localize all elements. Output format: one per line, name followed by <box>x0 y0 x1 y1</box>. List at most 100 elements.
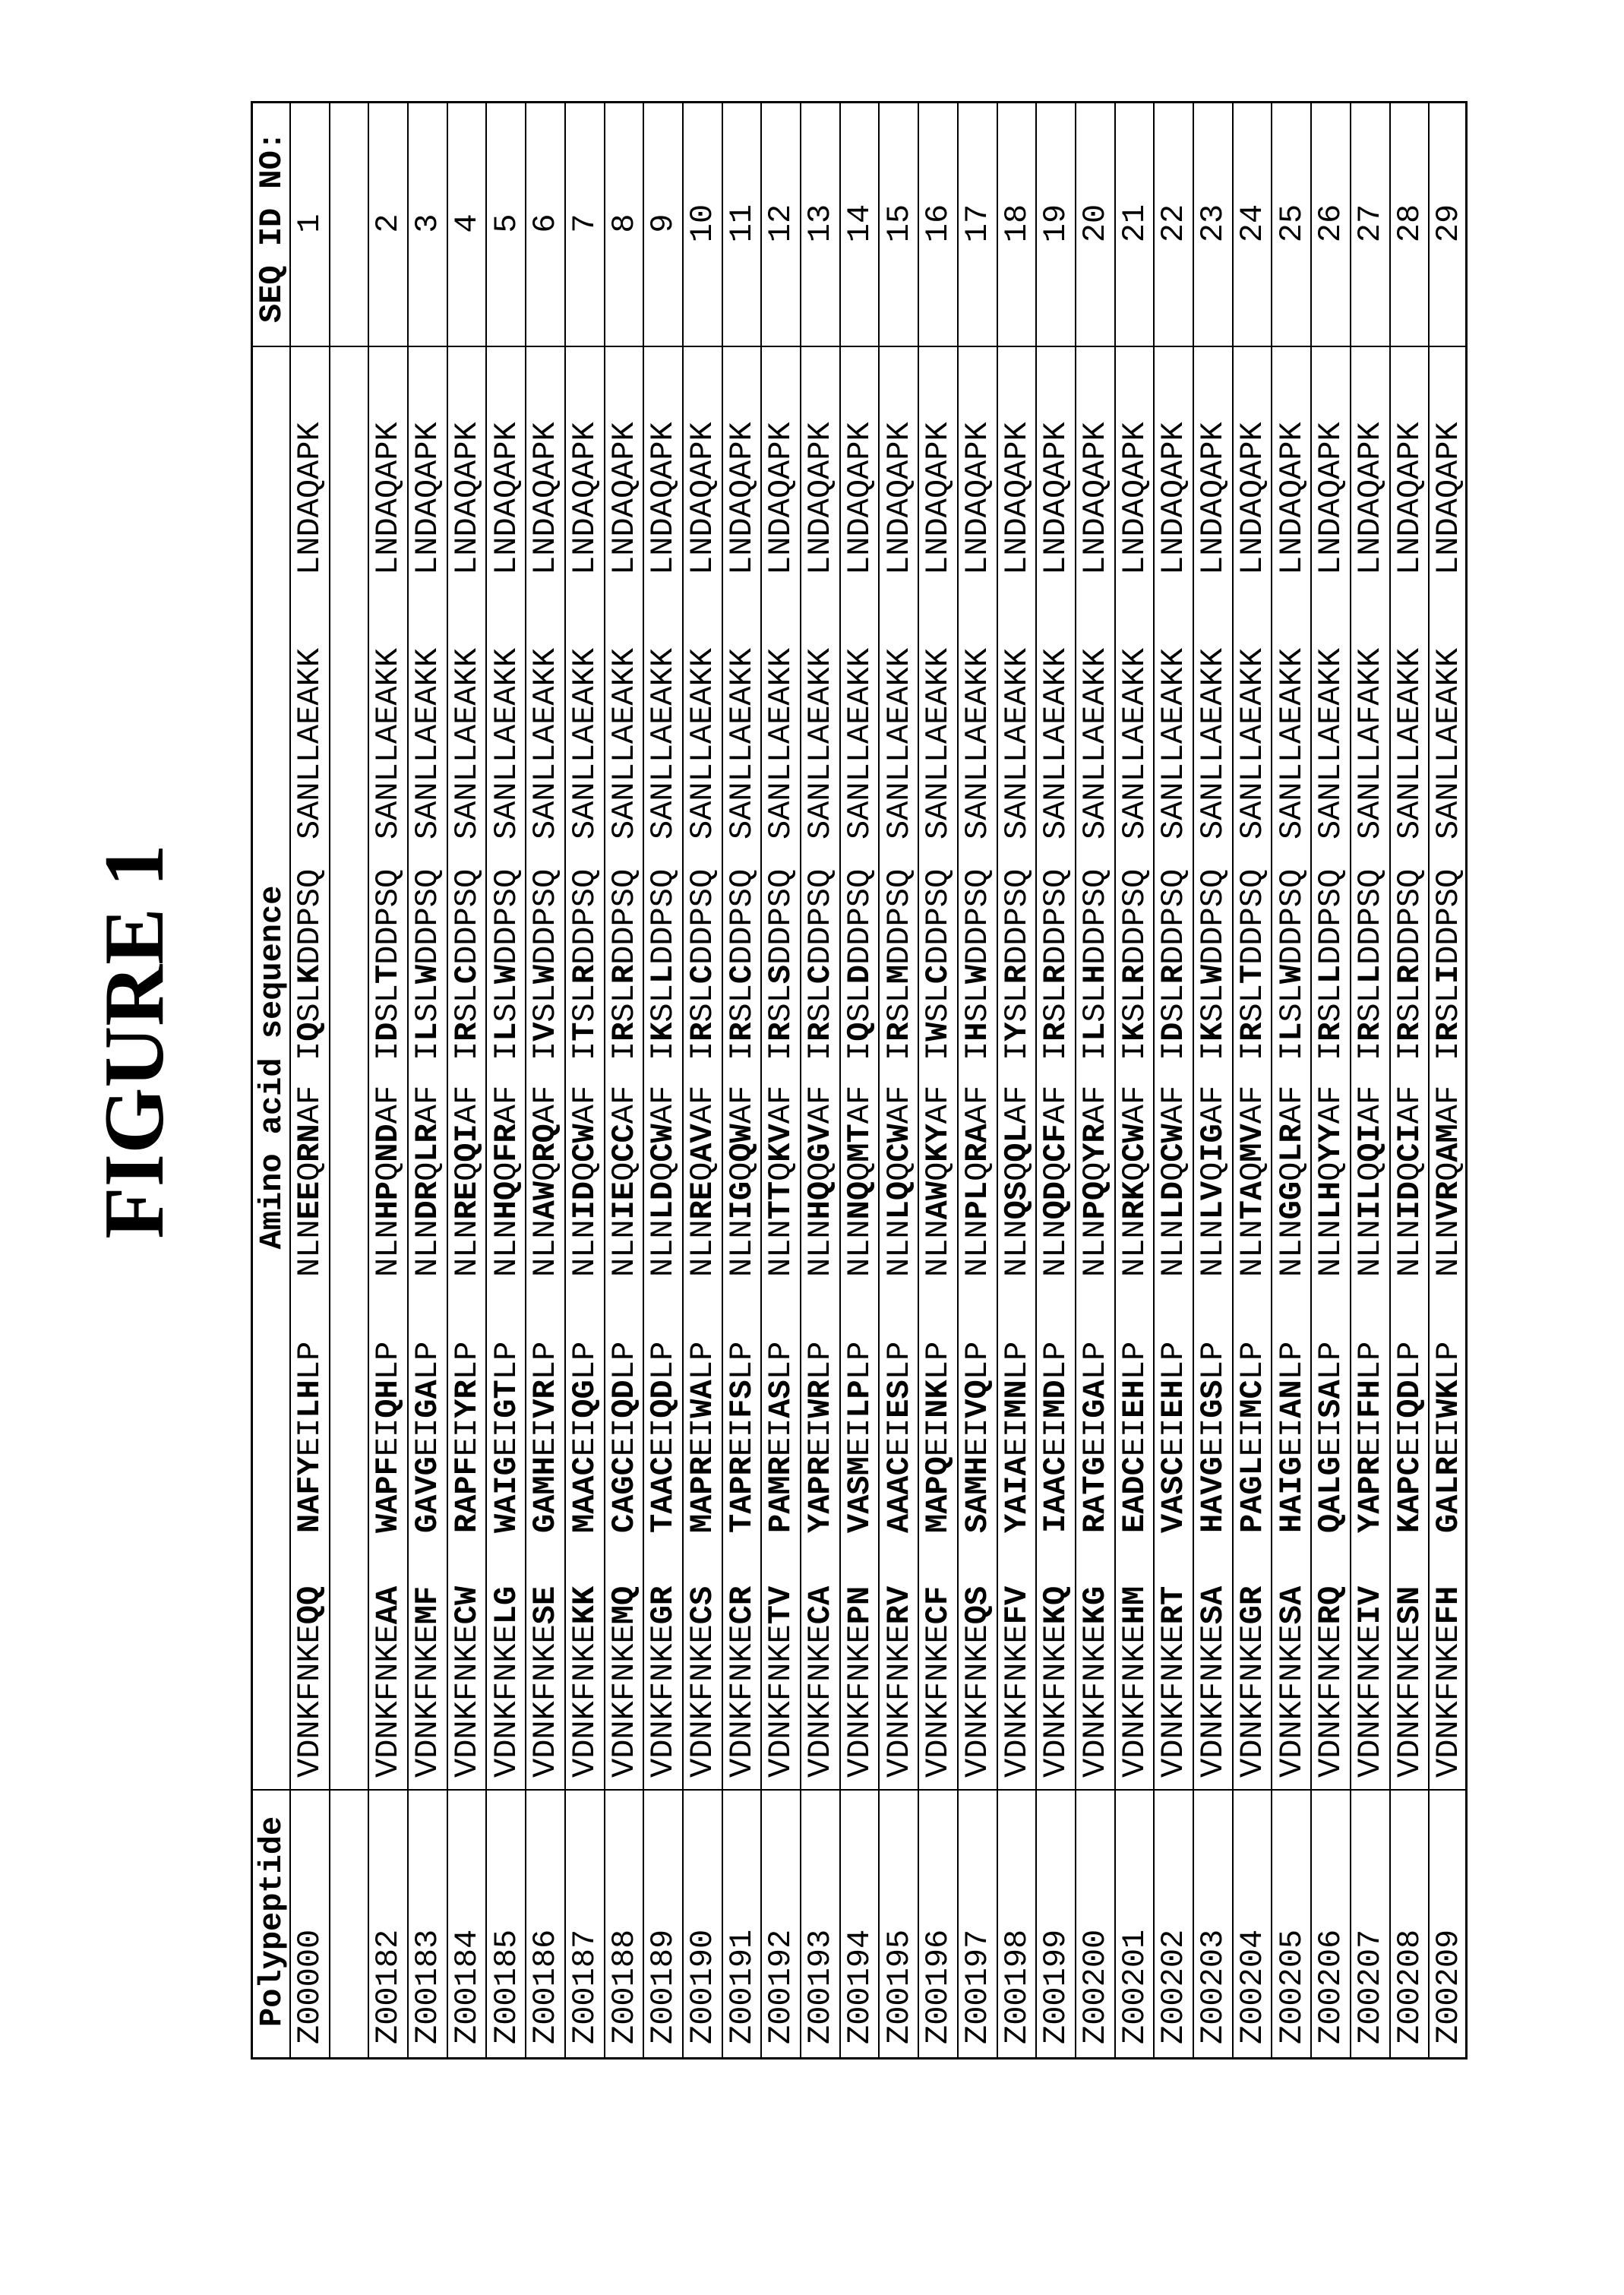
table-row: Z00201VDNKFNKEHMEADCEIEHLPNLNRKQCWAFIKSL… <box>1116 103 1155 2057</box>
table-row: Z00193VDNKFNKECAYAPREIWRLPNLNHQQGVAFIRSL… <box>801 103 841 2057</box>
seq-id-number: 20 <box>1076 101 1116 346</box>
sequence-segment: LNDAQAPK <box>1076 422 1116 575</box>
sequence-segment: PAMREIASLP <box>762 1342 801 1533</box>
sequence-segment: SANLLAEAKK <box>998 648 1038 839</box>
polypeptide-id: Z00188 <box>605 1930 645 2044</box>
sequence-segment: LNDAQAPK <box>841 422 880 575</box>
sequence-segment: YAIAEIMNLP <box>998 1342 1038 1533</box>
sequence-segment: LNDAQAPK <box>1430 422 1469 575</box>
seq-id-number: 29 <box>1430 101 1469 346</box>
sequence-segment: ILSLWDDPSQ <box>1273 869 1313 1061</box>
sequence-segment: SANLLAEAKK <box>1116 648 1155 839</box>
sequence-segment: IRSLTDDPSQ <box>1234 869 1273 1061</box>
sequence-segment: SANLLAEAKK <box>644 648 684 839</box>
sequence-segment: ILSLWDDPSQ <box>488 869 527 1061</box>
sequence-segment: VASCEIEHLP <box>1155 1342 1194 1533</box>
sequence-segment: GALREIWKLP <box>1430 1342 1469 1533</box>
sequence-segment: MAPREIWALP <box>684 1342 723 1533</box>
sequence-segment: SANLLAEAKK <box>1037 648 1076 839</box>
sequence-segment: NLNEEQRNAF <box>291 1086 330 1277</box>
sequence-segment: LNDAQAPK <box>919 422 959 575</box>
seq-id-number: 25 <box>1273 101 1313 346</box>
seq-id-number: 7 <box>566 101 605 346</box>
sequence-segment: SANLLAEAKK <box>1312 648 1351 839</box>
table-row: Z00183VDNKFNKEMFGAVGEIGALPNLNDRQLRAFILSL… <box>409 103 448 2057</box>
sequence-segment: NLNILQQIAF <box>1351 1086 1391 1277</box>
sequence-table: Polypeptide Amino acid sequence SEQ ID N… <box>251 101 1468 2059</box>
sequence-segment: NLNAWQKYAF <box>919 1086 959 1277</box>
seq-id-number: 21 <box>1116 101 1155 346</box>
sequence-segment: NLNQSQQLAF <box>998 1086 1038 1277</box>
polypeptide-id: Z00205 <box>1273 1930 1313 2044</box>
sequence-segment: IRSLIDDPSQ <box>1430 869 1469 1061</box>
figure-title: FIGURE 1 <box>95 814 174 1269</box>
polypeptide-id: Z00185 <box>488 1930 527 2044</box>
sequence-segment: LNDAQAPK <box>959 422 998 575</box>
table-row: Z00199VDNKFNKEKQIAACEIMDLPNLNQDQCFAFIRSL… <box>1037 103 1076 2057</box>
sequence-segment: TAPREIFSLP <box>723 1342 763 1533</box>
sequence-segment: LNDAQAPK <box>369 422 409 575</box>
sequence-segment: IRSLCDDPSQ <box>723 869 763 1061</box>
sequence-segment: SAMHEIVQLP <box>959 1342 998 1533</box>
table-row: Z00204VDNKFNKEGRPAGLEIMCLPNLNTAQMVAFIRSL… <box>1234 103 1273 2057</box>
sequence-segment: SANLLAEAKK <box>1391 648 1430 839</box>
polypeptide-id: Z00209 <box>1430 1930 1469 2044</box>
polypeptide-id: Z00197 <box>959 1930 998 2044</box>
sequence-segment: NLNIGQQWAF <box>723 1086 763 1277</box>
sequence-segment: ITSLRDDPSQ <box>566 869 605 1061</box>
sequence-segment: SANLLAEAKK <box>919 648 959 839</box>
sequence-segment: SANLLAEAKK <box>369 648 409 839</box>
sequence-segment: VASMEILPLP <box>841 1342 880 1533</box>
sequence-segment: IRSLSDDPSQ <box>762 869 801 1061</box>
sequence-segment: NLNNQQMTAF <box>841 1086 880 1277</box>
sequence-segment: SANLLAEAKK <box>684 648 723 839</box>
sequence-segment: PAGLEIMCLP <box>1234 1342 1273 1533</box>
polypeptide-id: Z00191 <box>723 1930 763 2044</box>
sequence-segment: NLNHPQNDAF <box>369 1086 409 1277</box>
sequence-segment: SANLLAEAKK <box>723 648 763 839</box>
table-row: Z00200VDNKFNKEKGRATGEIGALPNLNPQQYRAFILSL… <box>1076 103 1116 2057</box>
polypeptide-id: Z00204 <box>1234 1930 1273 2044</box>
seq-id-number: 16 <box>919 101 959 346</box>
sequence-segment: NLNDRQLRAF <box>409 1086 448 1277</box>
sequence-segment: LNDAQAPK <box>1194 422 1234 575</box>
sequence-segment: YAPREIFHLP <box>1351 1342 1391 1533</box>
sequence-segment: NLNLVQIGAF <box>1194 1086 1234 1277</box>
sequence-segment: RATGEIGALP <box>1076 1342 1116 1533</box>
sequence-segment: SANLLAEAKK <box>526 648 566 839</box>
sequence-segment: VDNKFNKEKG <box>1076 1586 1116 1778</box>
sequence-segment: LNDAQAPK <box>1273 422 1313 575</box>
table-row <box>330 103 370 2057</box>
polypeptide-id: Z00183 <box>409 1930 448 2044</box>
sequence-segment: RAPFEIYRLP <box>448 1342 488 1533</box>
polypeptide-id: Z00198 <box>998 1930 1038 2044</box>
table-row: Z00000VDNKFNKEQQNAFYEILHLPNLNEEQRNAFIQSL… <box>291 103 330 2057</box>
seq-id-number: 17 <box>959 101 998 346</box>
sequence-segment: VDNKFNKECW <box>448 1586 488 1778</box>
sequence-segment: SANLLAEAKK <box>1430 648 1469 839</box>
sequence-segment: SANLLAEAKK <box>801 648 841 839</box>
sequence-segment: ILSLHDDPSQ <box>1076 869 1116 1061</box>
polypeptide-id: Z00189 <box>644 1930 684 2044</box>
table-row: Z00208VDNKFNKESNKAPCEIQDLPNLNIDQCIAFIRSL… <box>1391 103 1430 2057</box>
polypeptide-id: Z00192 <box>762 1930 801 2044</box>
sequence-segment: NLNLQQCWAF <box>880 1086 920 1277</box>
sequence-segment: NLNREQAVAF <box>684 1086 723 1277</box>
polypeptide-id: Z00194 <box>841 1930 880 2044</box>
sequence-segment: VDNKFNKEQS <box>959 1586 998 1778</box>
sequence-segment: NLNPQQYRAF <box>1076 1086 1116 1277</box>
sequence-segment: NLNIEQCCAF <box>605 1086 645 1277</box>
seq-id-number: 28 <box>1391 101 1430 346</box>
sequence-segment: SANLLAEAKK <box>566 648 605 839</box>
sequence-segment: VDNKFNKEAA <box>369 1586 409 1778</box>
polypeptide-id: Z00201 <box>1116 1930 1155 2044</box>
sequence-segment: VDNKFNKEKK <box>566 1586 605 1778</box>
table-row: Z00188VDNKFNKEMQCAGCEIQDLPNLNIEQCCAFIRSL… <box>605 103 645 2057</box>
sequence-segment: SANLLAEAKK <box>1155 648 1194 839</box>
sequence-segment: IYSLRDDPSQ <box>998 869 1038 1061</box>
sequence-segment: SANLLAEAKK <box>1194 648 1234 839</box>
sequence-segment: IRSLRDDPSQ <box>1037 869 1076 1061</box>
sequence-segment: LNDAQAPK <box>1037 422 1076 575</box>
sequence-segment: SANLLAEAKK <box>762 648 801 839</box>
sequence-segment: WAIGEIGTLP <box>488 1342 527 1533</box>
